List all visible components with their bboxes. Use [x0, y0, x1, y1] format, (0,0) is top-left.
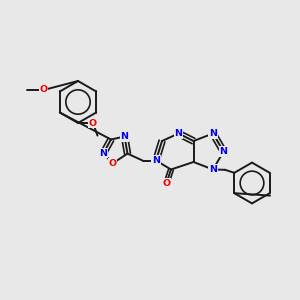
Text: O: O: [39, 85, 48, 94]
Text: N: N: [209, 165, 217, 174]
Text: N: N: [100, 148, 107, 158]
Text: N: N: [152, 156, 160, 165]
Text: N: N: [220, 147, 227, 156]
Text: O: O: [89, 118, 97, 127]
Text: O: O: [162, 178, 171, 188]
Text: N: N: [209, 129, 217, 138]
Text: N: N: [121, 132, 128, 141]
Text: O: O: [108, 159, 117, 168]
Text: N: N: [175, 129, 182, 138]
